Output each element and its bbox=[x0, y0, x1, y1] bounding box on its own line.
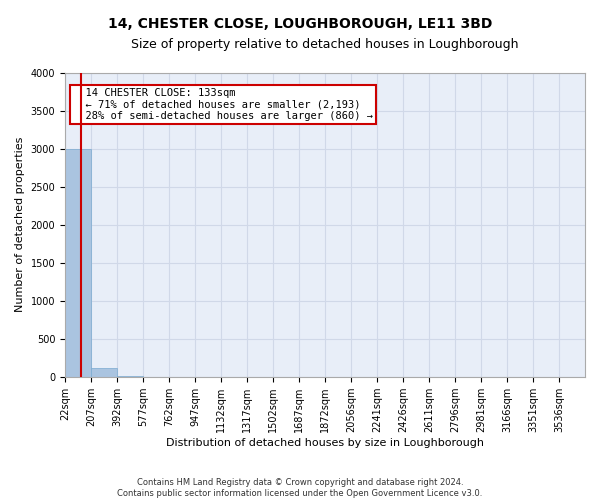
Bar bbox=[65, 148, 91, 376]
Title: Size of property relative to detached houses in Loughborough: Size of property relative to detached ho… bbox=[131, 38, 519, 51]
Text: 14, CHESTER CLOSE, LOUGHBOROUGH, LE11 3BD: 14, CHESTER CLOSE, LOUGHBOROUGH, LE11 3B… bbox=[108, 18, 492, 32]
Text: Contains HM Land Registry data © Crown copyright and database right 2024.
Contai: Contains HM Land Registry data © Crown c… bbox=[118, 478, 482, 498]
Text: 14 CHESTER CLOSE: 133sqm
  ← 71% of detached houses are smaller (2,193)
  28% of: 14 CHESTER CLOSE: 133sqm ← 71% of detach… bbox=[73, 88, 373, 121]
Bar bbox=[91, 368, 117, 376]
X-axis label: Distribution of detached houses by size in Loughborough: Distribution of detached houses by size … bbox=[166, 438, 484, 448]
Y-axis label: Number of detached properties: Number of detached properties bbox=[15, 137, 25, 312]
